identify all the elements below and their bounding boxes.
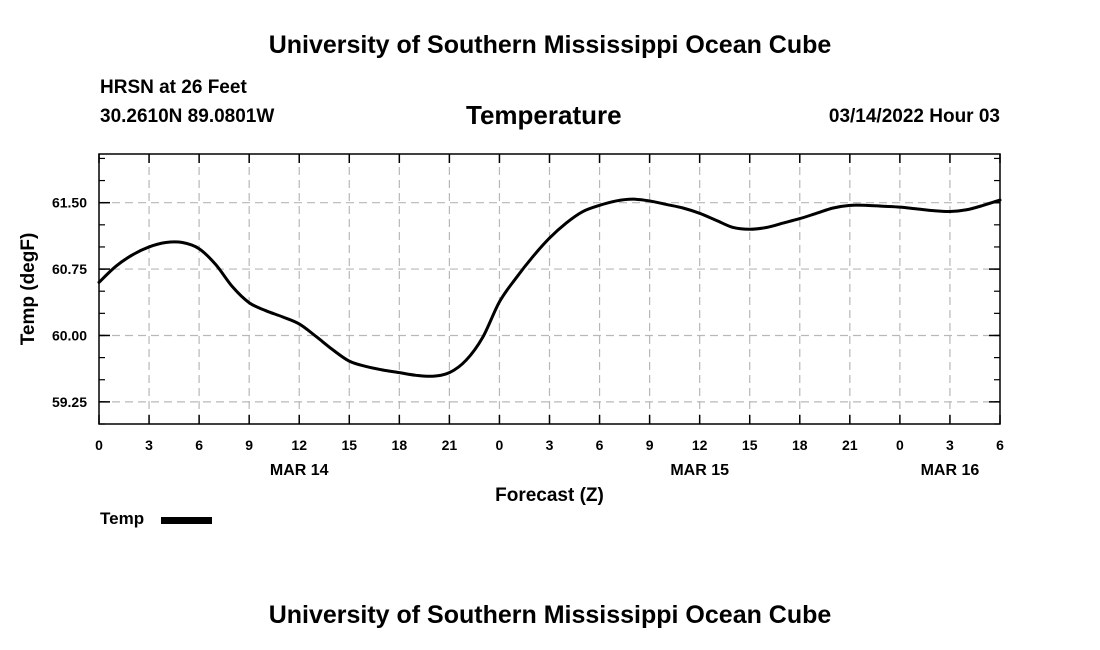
x-tick-label: 0 (896, 437, 904, 453)
y-axis-label: Temp (degF) (18, 233, 39, 346)
x-date-label: MAR 14 (270, 462, 329, 479)
axis-ticks (98, 154, 1001, 425)
x-tick-label: 18 (792, 437, 808, 453)
forecast-datetime: 03/14/2022 Hour 03 (828, 106, 1000, 127)
x-tick-label: 12 (291, 437, 307, 453)
x-tick-label: 3 (145, 437, 153, 453)
axis-labels: 0 3 6 9 12 15 18 21 0 3 6 9 12 15 18 21 0 3 6 59.25 60.00 60.… (52, 195, 1004, 479)
y-tick-label: 59.25 (52, 394, 87, 410)
chart-title: Temperature (466, 100, 622, 130)
x-tick-label: 21 (842, 437, 858, 453)
bottom-title: University of Southern Mississippi Ocean… (268, 601, 832, 629)
station-label: HRSN at 26 Feet (100, 77, 247, 98)
x-tick-label: 15 (742, 437, 758, 453)
x-tick-label: 9 (646, 437, 654, 453)
x-axis-label: Forecast (Z) (495, 485, 604, 506)
legend-swatch-temp (161, 517, 212, 524)
y-tick-label: 61.50 (52, 195, 87, 211)
series-line-temp (97, 197, 1002, 378)
x-tick-label: 18 (392, 437, 408, 453)
legend-label-temp: Temp (100, 509, 145, 528)
x-tick-label: 9 (245, 437, 253, 453)
x-tick-label: 6 (996, 437, 1004, 453)
x-tick-label: 21 (442, 437, 458, 453)
x-tick-label: 3 (546, 437, 554, 453)
x-tick-label: 12 (692, 437, 708, 453)
x-tick-label: 0 (496, 437, 504, 453)
station-coordinates: 30.2610N 89.0801W (100, 106, 275, 127)
x-date-label: MAR 16 (921, 462, 980, 479)
x-tick-label: 15 (341, 437, 357, 453)
chart-grid (99, 154, 1000, 424)
x-tick-label: 0 (95, 437, 103, 453)
y-tick-label: 60.75 (52, 261, 87, 277)
x-date-label: MAR 15 (670, 462, 729, 479)
y-tick-label: 60.00 (52, 327, 87, 343)
x-tick-label: 6 (596, 437, 604, 453)
x-tick-label: 6 (195, 437, 203, 453)
x-tick-label: 3 (946, 437, 954, 453)
top-title: University of Southern Mississippi Ocean… (268, 31, 832, 59)
